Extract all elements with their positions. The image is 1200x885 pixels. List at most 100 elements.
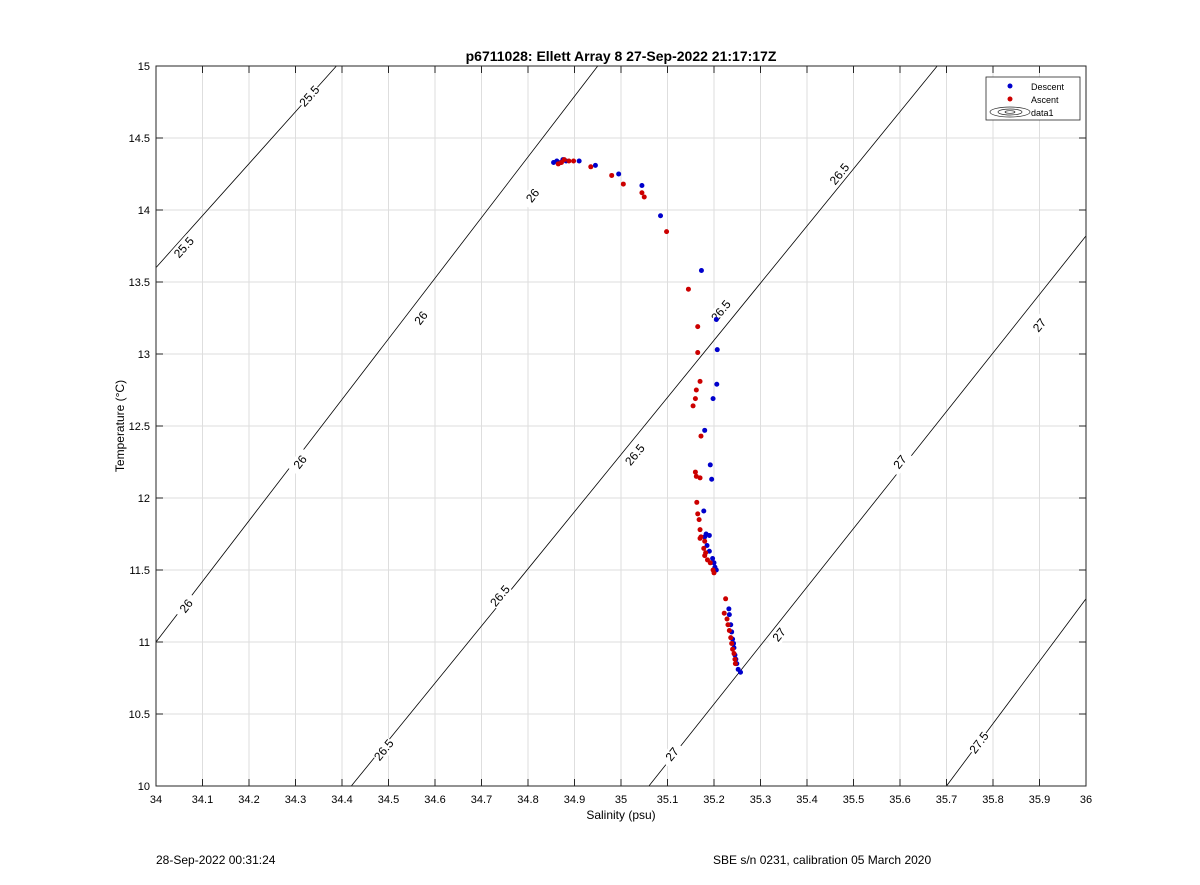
- contour-label-background: [287, 448, 314, 476]
- descent-point: [726, 612, 732, 618]
- x-tick-label: 35.2: [703, 794, 724, 806]
- legend-marker-descent: [1007, 83, 1013, 89]
- x-axis-label: Salinity (psu): [586, 808, 655, 822]
- y-tick-label: 10: [138, 781, 150, 793]
- ascent-point: [702, 553, 708, 559]
- contour-legend-icon: [989, 106, 1031, 118]
- x-tick-label: 35.3: [750, 794, 771, 806]
- density-contour-line: [350, 65, 938, 787]
- ascent-point: [696, 517, 702, 523]
- ascent-point: [588, 164, 594, 170]
- x-tick-label: 34: [150, 794, 162, 806]
- descent-point: [704, 543, 710, 549]
- ascent-point: [695, 324, 701, 330]
- x-tick-label: 35: [615, 794, 627, 806]
- contour-label-background: [826, 160, 853, 188]
- legend-label-descent: Descent: [1031, 82, 1065, 92]
- contour-label-background: [296, 82, 323, 110]
- ascent-point: [721, 610, 727, 616]
- legend-box: [985, 76, 1081, 121]
- descent-point: [714, 347, 720, 353]
- x-tick-label: 35.4: [796, 794, 817, 806]
- descent-point: [713, 316, 719, 322]
- x-tick-label: 34.7: [471, 794, 492, 806]
- descent-point: [714, 381, 720, 387]
- ascent-point: [685, 286, 691, 292]
- descent-point: [707, 462, 713, 468]
- y-axis-label: Temperature (°C): [113, 380, 127, 472]
- ascent-point: [728, 635, 734, 641]
- density-contour-label: 25.5: [171, 234, 197, 261]
- ascent-point: [697, 378, 703, 384]
- descent-point: [639, 183, 645, 189]
- ascent-point: [609, 172, 615, 178]
- x-tick-label: 34.9: [564, 794, 585, 806]
- contour-label-background: [659, 740, 686, 769]
- ascent-point: [697, 475, 703, 481]
- x-tick-label: 35.8: [982, 794, 1003, 806]
- legend: Descent Ascent data1: [985, 76, 1081, 121]
- x-tick-label: 34.4: [331, 794, 352, 806]
- grid: [155, 65, 1087, 787]
- contour-label-background: [370, 736, 397, 764]
- ascent-point: [692, 396, 698, 402]
- descent-point: [702, 534, 708, 540]
- density-contour-label: 26.5: [622, 441, 648, 468]
- descent-point: [710, 555, 716, 561]
- descent-point: [592, 162, 598, 168]
- contour-label-background: [173, 592, 200, 620]
- y-tick-label: 12.5: [129, 421, 150, 433]
- descent-point: [738, 669, 744, 675]
- ascent-point: [726, 627, 732, 633]
- contour-label-background: [966, 728, 992, 757]
- contour-label-background: [621, 441, 648, 469]
- ascent-point: [620, 181, 626, 187]
- ascent-point: [729, 640, 735, 646]
- descent-point: [710, 396, 716, 402]
- ascent-point: [701, 545, 707, 551]
- descent-point: [698, 267, 704, 273]
- y-tick-label: 12: [138, 493, 150, 505]
- ascent-point: [690, 403, 696, 409]
- x-tick-label: 34.3: [285, 794, 306, 806]
- ascent-point: [724, 616, 730, 622]
- x-tick-label: 36: [1080, 794, 1092, 806]
- data-points: [551, 157, 744, 675]
- y-tick-label: 11: [139, 637, 150, 649]
- y-tick-label: 10.5: [129, 709, 150, 721]
- footer-timestamp: 28-Sep-2022 00:31:24: [156, 853, 276, 867]
- descent-point: [701, 508, 707, 514]
- ascent-point: [711, 570, 717, 576]
- contour-label-background: [887, 448, 913, 476]
- footer-calibration: SBE s/n 0231, calibration 05 March 2020: [713, 853, 932, 867]
- y-tick-label: 14.5: [129, 133, 150, 145]
- y-tick-label: 13.5: [129, 277, 150, 289]
- ascent-point: [695, 511, 701, 517]
- ascent-point: [695, 350, 701, 356]
- x-axis: 34 34.1 34.2 34.3 34.4 34.5 34.6 34.7 34.8 34.9 35…: [150, 66, 1092, 806]
- density-contour-label: 26.5: [487, 582, 513, 609]
- x-tick-label: 34.8: [517, 794, 538, 806]
- density-contour-line: [946, 598, 1087, 787]
- descent-point: [658, 213, 664, 219]
- ascent-point: [725, 622, 731, 628]
- descent-point: [576, 158, 582, 164]
- x-tick-label: 35.9: [1029, 794, 1050, 806]
- contour-label-background: [766, 621, 793, 649]
- y-tick-label: 13: [138, 349, 150, 361]
- ascent-point: [694, 499, 700, 505]
- x-tick-label: 34.1: [192, 794, 213, 806]
- descent-point: [726, 606, 732, 612]
- ascent-point: [698, 433, 704, 439]
- x-tick-label: 35.5: [843, 794, 864, 806]
- density-contour-line: [648, 235, 1087, 787]
- legend-marker-ascent: [1007, 96, 1013, 102]
- ascent-point: [707, 560, 713, 566]
- contour-label-background: [707, 297, 734, 325]
- ascent-point: [641, 194, 647, 200]
- y-tick-label: 15: [138, 61, 150, 73]
- ascent-point: [732, 656, 738, 662]
- ascent-point: [697, 527, 703, 533]
- chart-title: p6711028: Ellett Array 8 27-Sep-2022 21:…: [466, 48, 777, 64]
